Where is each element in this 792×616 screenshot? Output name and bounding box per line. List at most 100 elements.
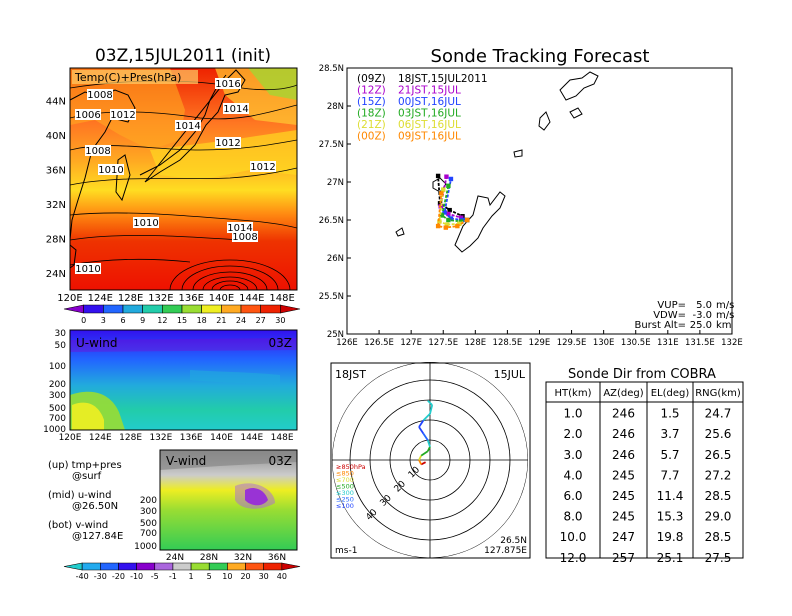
isobar-label-bg (223, 103, 249, 114)
track-param-label: Burst Alt= (634, 320, 686, 331)
map-y-tick: 44N (46, 97, 66, 108)
temp-colorbar-tick: 18 (197, 316, 207, 325)
temp-colorbar-swatch (162, 304, 183, 314)
track-x-tick: 128.5E (493, 338, 523, 348)
track-point (465, 217, 470, 223)
track-x-tick: 128E (465, 338, 487, 348)
uwind-x-tick: 144E (240, 433, 263, 443)
track-x-tick: 131.5E (685, 338, 715, 348)
isobar-label-bg (215, 137, 241, 148)
track-paths (435, 173, 470, 230)
vwind-frame (159, 449, 298, 551)
table-cell: 27.2 (705, 468, 732, 482)
wind-colorbar-tick: -5 (151, 572, 159, 581)
track-point (459, 219, 464, 224)
track-y-tick: 27N (327, 178, 344, 188)
vwind-x-ticks: 24N 28N 32N 36N (166, 553, 286, 563)
wind-colorbar-tick: -20 (112, 572, 125, 581)
map-x-tick: 136E (178, 293, 203, 304)
track-point (446, 183, 451, 188)
hodograph-units: ms-1 (335, 546, 357, 556)
hodograph-legend: ≥850hPa≤850≤700≤500≤300≤250≤100 (336, 463, 366, 510)
hodograph-lon: 127.875E (484, 546, 527, 556)
hodograph-segment (422, 433, 429, 441)
legend-note-line1: (up) tmp+pres (48, 460, 122, 471)
table-cell: 3.7 (660, 427, 679, 441)
uwind-band-upper (70, 338, 297, 352)
table-cell: 245 (612, 468, 635, 482)
isobar-label: 1012 (110, 110, 135, 121)
hodograph-segment (418, 459, 423, 465)
isobar-label: 1012 (250, 162, 275, 173)
track-x-tick: 130.5E (621, 338, 651, 348)
table-cell: 29.0 (705, 510, 732, 524)
vwind-band-top (160, 450, 297, 470)
track-x-tick: 129E (529, 338, 551, 348)
track-y-tick: 25N (327, 330, 344, 340)
track-legend-utc: (21Z) (357, 119, 386, 131)
vwind-y-tick: 500 (140, 519, 157, 529)
island-outline (538, 111, 551, 131)
hodograph-date: 15JUL (494, 368, 526, 381)
track-legend-local: 06JST,16JUL (398, 119, 461, 131)
uwind-x-ticks: 120E 124E 128E 132E 136E 140E 144E 148E (59, 433, 294, 443)
wind-colorbar-tick: 40 (277, 572, 287, 581)
track-point (435, 173, 441, 179)
isobar-label-bg (133, 217, 159, 228)
table-cell: 10.0 (560, 530, 587, 544)
panel-legend-notes: (up) tmp+pres@surf (mid) u-wind@26.50N (bo… (48, 460, 123, 542)
taiwan-coastline (70, 244, 77, 269)
tracking-y-ticks: 28.5N 28N 27.5N 27N 26.5N 26N 25.5N 25N (319, 64, 351, 340)
temp-colorbar-tick: 27 (256, 316, 266, 325)
temp-colorbar-swatch (260, 304, 281, 314)
uwind-x-tick: 132E (149, 433, 172, 443)
wind-colorbar-tick: -1 (169, 572, 177, 581)
table-cell: 2.0 (563, 427, 582, 441)
table-header: HT(km) (555, 388, 592, 399)
tracking-title: Sonde Tracking Forecast (431, 46, 650, 67)
track-legend-local: 09JST,16JUL (398, 131, 461, 143)
island-outline (513, 149, 523, 158)
map-y-ticks: 24N 28N 32N 36N 40N 44N (46, 97, 66, 281)
hodograph-segment (420, 450, 429, 457)
vwind-x-tick: 36N (268, 553, 286, 563)
hodograph-legend-item: ≤500 (336, 483, 354, 491)
table-cell: 11.4 (657, 489, 684, 503)
track-point (446, 217, 451, 223)
table-cell: 26.5 (705, 448, 732, 462)
map-frame (69, 67, 298, 291)
uwind-y-tick: 200 (49, 380, 66, 390)
hodograph-segment (429, 404, 434, 415)
island-outline (395, 227, 405, 237)
table-cell: 25.1 (657, 551, 684, 565)
wind-colorbar-tick: -10 (130, 572, 143, 581)
table-cell: 15.3 (657, 510, 684, 524)
map-x-tick: 144E (239, 293, 264, 304)
track-param-value: 25.0 (690, 320, 712, 331)
uwind-label: U-wind (76, 336, 117, 350)
hodograph-segment (418, 419, 425, 428)
temp-colorbar-tick: 24 (236, 316, 246, 325)
hodograph-legend-item: ≤300 (336, 489, 354, 497)
uwind-x-tick: 124E (89, 433, 112, 443)
map-x-tick: 140E (209, 293, 234, 304)
temp-colorbar-tick: 6 (120, 316, 125, 325)
temp-region-cold (248, 68, 297, 100)
track-point (441, 187, 446, 192)
table-cell: 246 (612, 427, 635, 441)
track-param-unit: m/s (716, 300, 734, 311)
isobar-label: 1010 (133, 218, 158, 229)
isobar-label: 1016 (215, 79, 240, 90)
track-point (457, 221, 462, 226)
table-title: Sonde Dir from COBRA (568, 367, 716, 382)
temp-colorbar-swatch (240, 304, 261, 314)
left-title: 03Z,15JUL2011 (init) (95, 46, 271, 66)
wind-colorbar-swatch (154, 562, 174, 571)
tracking-params: VUP= 5.0 m/s VDW= -3.0 m/s Burst Alt= 25.0 km (634, 300, 734, 331)
hodograph-legend-item: ≤850 (336, 470, 354, 478)
legend-note-line2: @26.50N (72, 501, 118, 512)
map-x-ticks: 120E 124E 128E 132E 136E 140E 144E 148E (57, 293, 295, 304)
track-x-tick: 130E (593, 338, 615, 348)
temperature-colorbar: 0 3 6 9 12 15 18 21 24 27 30 (63, 304, 301, 325)
